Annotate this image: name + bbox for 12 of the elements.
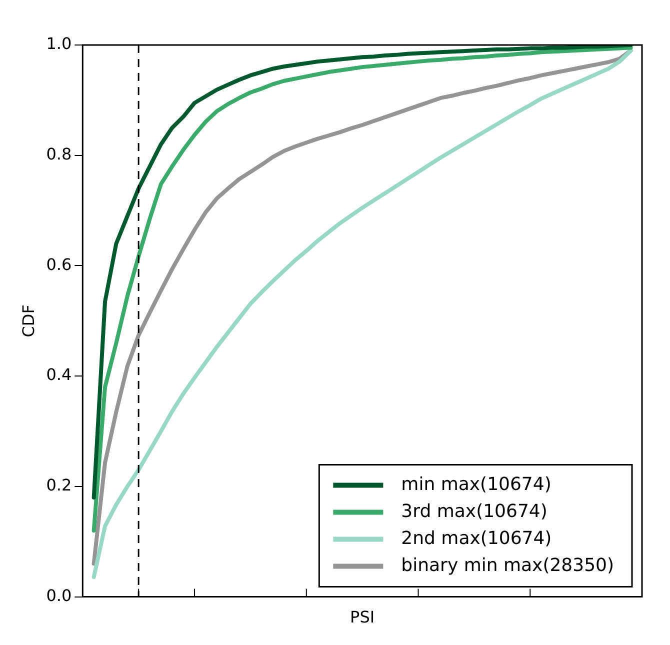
y-tick-label: 0.6: [46, 254, 72, 274]
legend-label: min max(10674): [401, 474, 552, 495]
y-tick-label: 0.2: [46, 476, 72, 495]
legend-label: 2nd max(10674): [401, 528, 552, 549]
x-axis-title: PSI: [350, 608, 375, 627]
y-tick-label: 0.0: [46, 586, 72, 605]
y-axis-title: CDF: [18, 304, 38, 338]
y-tick-label: 0.4: [46, 365, 72, 384]
y-tick-label: 0.8: [46, 144, 72, 164]
legend-label: binary min max(28350): [401, 554, 614, 576]
y-tick-label: 1.0: [46, 34, 72, 54]
legend-label: 3rd max(10674): [401, 500, 548, 522]
